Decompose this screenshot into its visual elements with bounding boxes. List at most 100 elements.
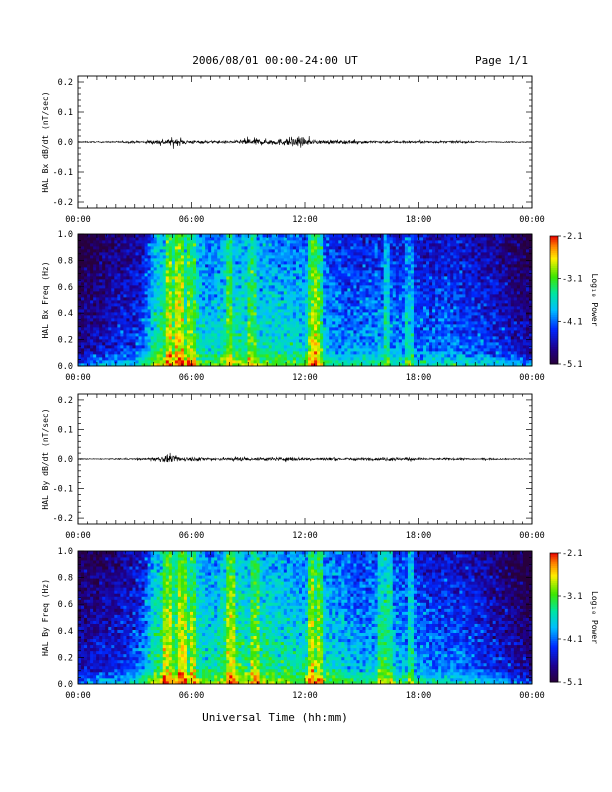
heatmap-cell: [338, 309, 342, 313]
heatmap-cell: [211, 258, 215, 262]
heatmap-cell: [153, 342, 158, 346]
heatmap-cell: [193, 348, 197, 352]
heatmap-cell: [156, 309, 161, 313]
heatmap-cell: [205, 351, 209, 355]
heatmap-cell: [126, 351, 130, 355]
heatmap-cell: [256, 249, 260, 253]
heatmap-cell: [280, 258, 285, 262]
heatmap-cell: [105, 312, 109, 316]
heatmap-cell: [177, 336, 182, 340]
heatmap-cell: [392, 285, 397, 289]
heatmap-cell: [380, 255, 385, 259]
heatmap-cell: [78, 291, 82, 295]
heatmap-cell: [365, 318, 369, 322]
heatmap-cell: [162, 303, 167, 307]
heatmap-cell: [295, 318, 300, 322]
heatmap-cell: [392, 339, 397, 343]
heatmap-cell: [380, 324, 385, 328]
heatmap-cell: [126, 315, 130, 319]
heatmap-cell: [301, 342, 306, 346]
heatmap-cell: [386, 288, 391, 292]
heatmap-cell: [120, 318, 124, 322]
heatmap-cell: [205, 348, 209, 352]
heatmap-cell: [250, 345, 254, 349]
heatmap-cell: [147, 303, 152, 307]
heatmap-cell: [165, 264, 170, 268]
heatmap-cell: [326, 285, 330, 289]
heatmap-cell: [289, 243, 294, 247]
heatmap-cell: [320, 267, 324, 271]
heatmap-cell: [338, 243, 342, 247]
heatmap-cell: [326, 333, 330, 337]
heatmap-cell: [335, 294, 339, 298]
heatmap-cell: [365, 252, 369, 256]
heatmap-cell: [323, 246, 327, 250]
heatmap-cell: [262, 234, 267, 238]
heatmap-cell: [292, 333, 297, 337]
heatmap-cell: [235, 234, 239, 238]
heatmap-cell: [362, 243, 366, 247]
heatmap-cell: [90, 252, 94, 256]
heatmap-cell: [238, 330, 242, 334]
heatmap-cell: [392, 276, 397, 280]
heatmap-cell: [320, 336, 324, 340]
heatmap-cell: [386, 303, 391, 307]
heatmap-cell: [280, 279, 285, 283]
heatmap-cell: [189, 279, 194, 283]
heatmap-cell: [247, 339, 251, 343]
heatmap-cell: [277, 330, 282, 334]
heatmap-cell: [265, 354, 270, 358]
heatmap-cell: [289, 309, 294, 313]
heatmap-cell: [292, 294, 297, 298]
heatmap-cell: [120, 249, 124, 253]
heatmap-cell: [347, 336, 351, 340]
heatmap-cell: [147, 285, 152, 289]
heatmap-cell: [332, 324, 336, 328]
heatmap-cell: [99, 336, 103, 340]
heatmap-cell: [141, 249, 145, 253]
heatmap-cell: [286, 306, 291, 310]
heatmap-cell: [368, 321, 372, 325]
heatmap-cell: [392, 330, 397, 334]
heatmap-cell: [286, 336, 291, 340]
heatmap-cell: [232, 309, 236, 313]
heatmap-cell: [308, 354, 312, 358]
heatmap-cell: [235, 300, 239, 304]
heatmap-cell: [129, 261, 133, 265]
heatmap-cell: [283, 264, 288, 268]
heatmap-cell: [401, 321, 406, 325]
heatmap-cell: [102, 351, 106, 355]
heatmap-cell: [186, 348, 191, 352]
heatmap-cell: [395, 333, 400, 337]
heatmap-cell: [353, 324, 357, 328]
heatmap-cell: [108, 297, 112, 301]
heatmap-cell: [205, 339, 209, 343]
heatmap-cell: [199, 318, 203, 322]
heatmap-cell: [323, 339, 327, 343]
heatmap-cell: [78, 261, 82, 265]
heatmap-cell: [356, 264, 360, 268]
heatmap-cell: [286, 312, 291, 316]
heatmap-cell: [305, 240, 309, 244]
heatmap-cell: [326, 276, 330, 280]
heatmap-cell: [84, 267, 88, 271]
heatmap-cell: [81, 270, 85, 274]
heatmap-cell: [317, 327, 321, 331]
heatmap-cell: [380, 264, 385, 268]
heatmap-cell: [159, 258, 164, 262]
heatmap-cell: [289, 267, 294, 271]
heatmap-cell: [189, 261, 194, 265]
heatmap-cell: [196, 315, 200, 319]
heatmap-cell: [365, 300, 369, 304]
heatmap-cell: [129, 327, 133, 331]
heatmap-cell: [202, 330, 206, 334]
heatmap-cell: [338, 279, 342, 283]
heatmap-cell: [398, 279, 403, 283]
heatmap-cell: [102, 357, 106, 361]
heatmap-cell: [271, 354, 276, 358]
heatmap-cell: [232, 297, 236, 301]
heatmap-cell: [407, 237, 412, 241]
heatmap-cell: [229, 363, 233, 367]
heatmap-cell: [395, 354, 400, 358]
heatmap-cell: [247, 252, 251, 256]
